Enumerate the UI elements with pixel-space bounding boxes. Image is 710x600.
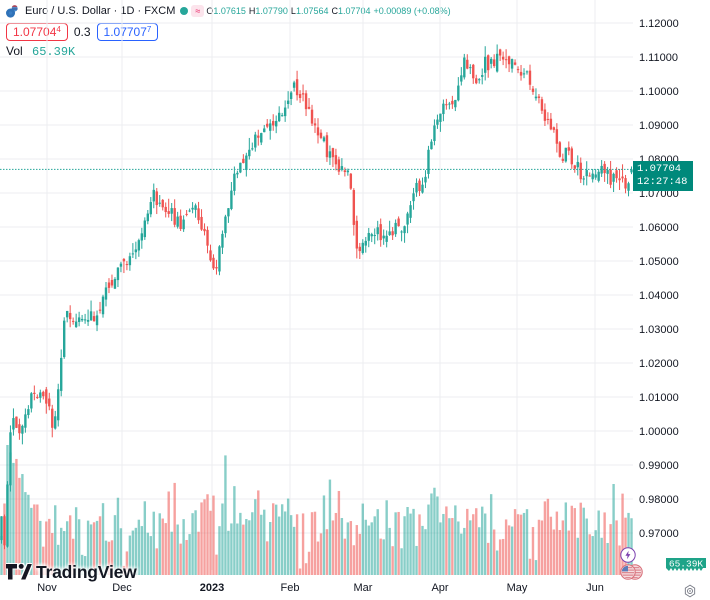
svg-text:Mar: Mar bbox=[354, 582, 373, 594]
svg-text:1.12000: 1.12000 bbox=[639, 18, 679, 30]
svg-text:65.39K: 65.39K bbox=[669, 559, 704, 570]
svg-text:1.01000: 1.01000 bbox=[639, 392, 679, 404]
svg-text:1.11000: 1.11000 bbox=[639, 52, 678, 64]
svg-text:Feb: Feb bbox=[281, 582, 300, 594]
svg-text:1.05000: 1.05000 bbox=[639, 256, 679, 268]
svg-text:0.99000: 0.99000 bbox=[639, 460, 679, 472]
svg-text:1.03000: 1.03000 bbox=[639, 324, 679, 336]
svg-text:1.04000: 1.04000 bbox=[639, 290, 679, 302]
svg-text:Apr: Apr bbox=[431, 582, 448, 594]
svg-text:May: May bbox=[507, 582, 528, 594]
svg-text:Jun: Jun bbox=[586, 582, 604, 594]
svg-text:2023: 2023 bbox=[200, 582, 224, 594]
svg-text:0.97000: 0.97000 bbox=[639, 528, 679, 540]
svg-text:1.00000: 1.00000 bbox=[639, 426, 679, 438]
svg-text:Nov: Nov bbox=[37, 582, 57, 594]
svg-text:1.06000: 1.06000 bbox=[639, 222, 679, 234]
svg-text:1.02000: 1.02000 bbox=[639, 358, 679, 370]
svg-text:0.98000: 0.98000 bbox=[639, 494, 679, 506]
svg-text:Dec: Dec bbox=[112, 582, 132, 594]
svg-text:1.10000: 1.10000 bbox=[639, 86, 679, 98]
svg-text:1.09000: 1.09000 bbox=[639, 120, 679, 132]
